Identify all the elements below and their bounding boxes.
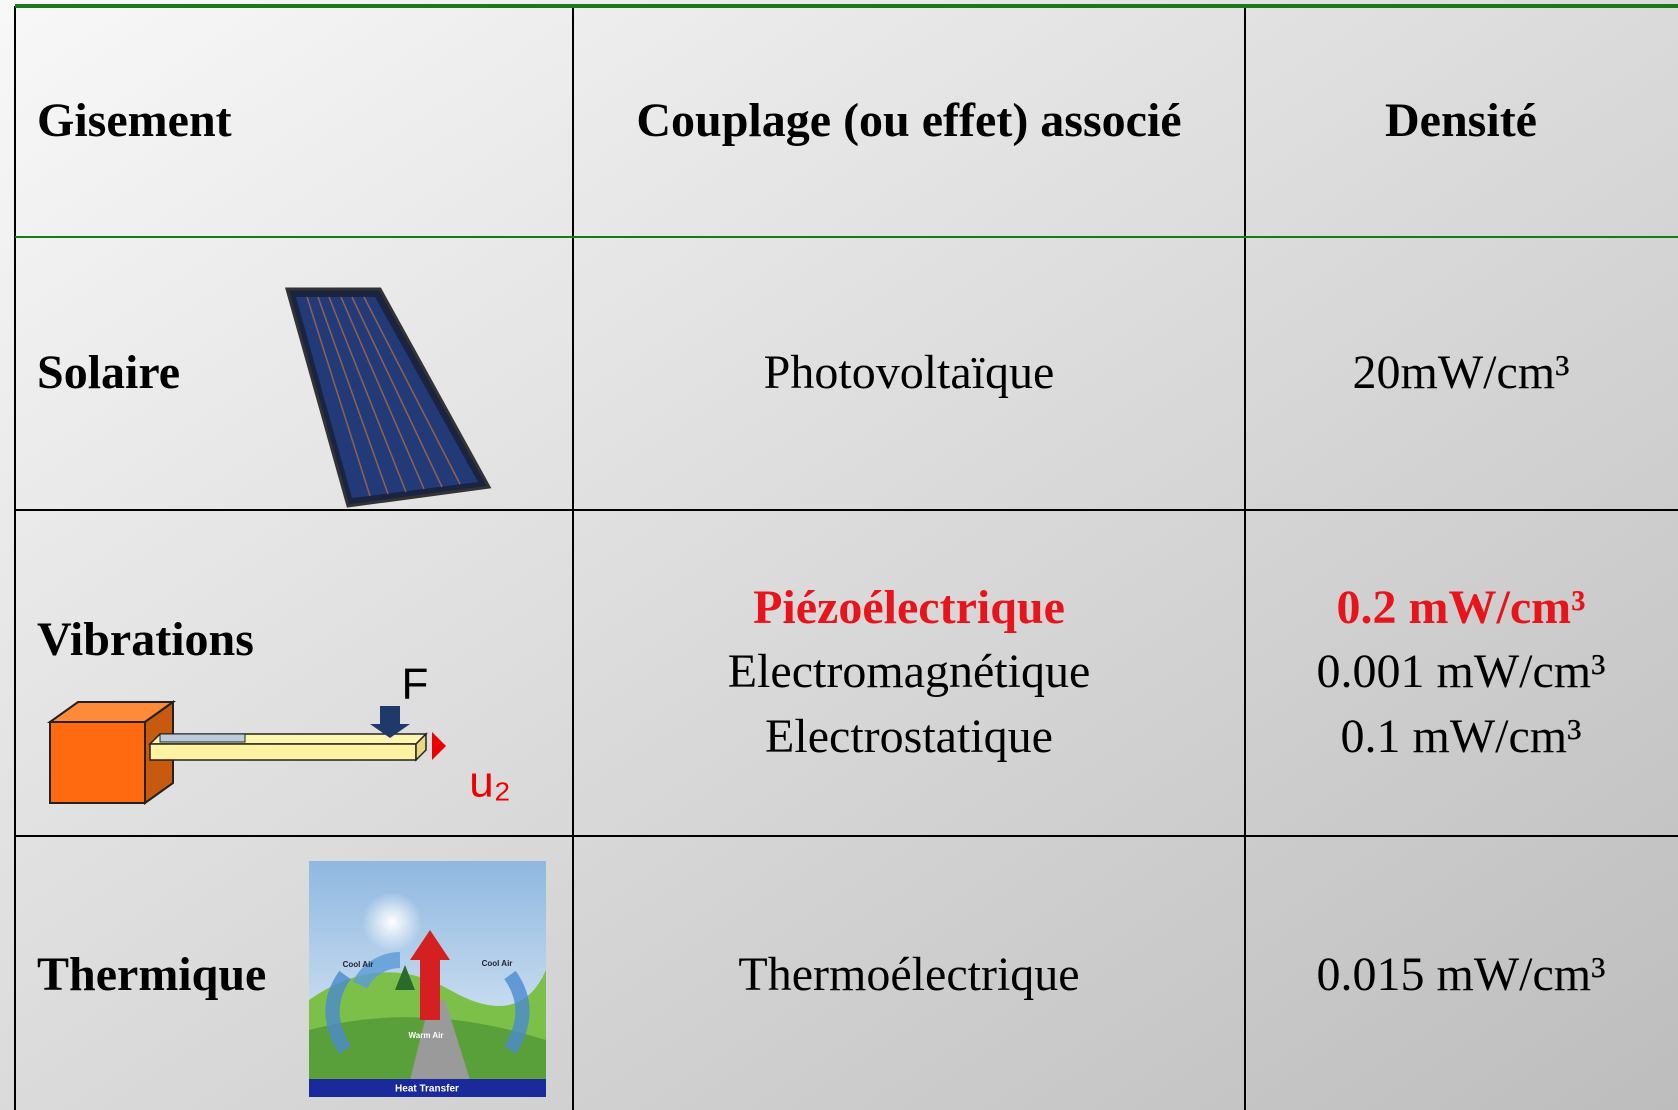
coupling-cell: Electromagnétique <box>728 645 1091 698</box>
coupling-cell: Electrostatique <box>765 710 1053 763</box>
cantilever-diagram <box>46 700 446 805</box>
force-label: F <box>402 660 429 709</box>
header-cell: Densité <box>1385 94 1537 147</box>
density-cell: 0.1 mW/cm³ <box>1340 710 1581 763</box>
source-cell: Solaire <box>37 346 180 399</box>
density-cell: 0.015 mW/cm³ <box>1316 948 1605 1001</box>
right-air-label: Cool Air <box>482 959 513 968</box>
left-air-label: Cool Air <box>343 960 374 969</box>
heat-transfer-illustration <box>309 861 546 1097</box>
density-cell: 0.2 mW/cm³ <box>1337 581 1586 634</box>
center-air-label: Warm Air <box>409 1031 444 1040</box>
header-cell: Couplage (ou effet) associé <box>636 94 1181 147</box>
coupling-cell: Thermoélectrique <box>738 948 1079 1001</box>
density-cell: 20mW/cm³ <box>1352 346 1569 399</box>
source-cell: Thermique <box>37 948 266 1001</box>
source-cell: Vibrations <box>37 613 254 666</box>
density-cell: 0.001 mW/cm³ <box>1316 645 1605 698</box>
caption: Heat Transfer <box>395 1084 459 1095</box>
header-cell: Gisement <box>37 94 232 147</box>
solar-panel <box>285 287 492 508</box>
displacement-label: u₂ <box>469 758 511 807</box>
grid <box>14 6 1678 1110</box>
coupling-cell: Piézoélectrique <box>753 581 1065 634</box>
coupling-cell: Photovoltaïque <box>764 346 1055 399</box>
